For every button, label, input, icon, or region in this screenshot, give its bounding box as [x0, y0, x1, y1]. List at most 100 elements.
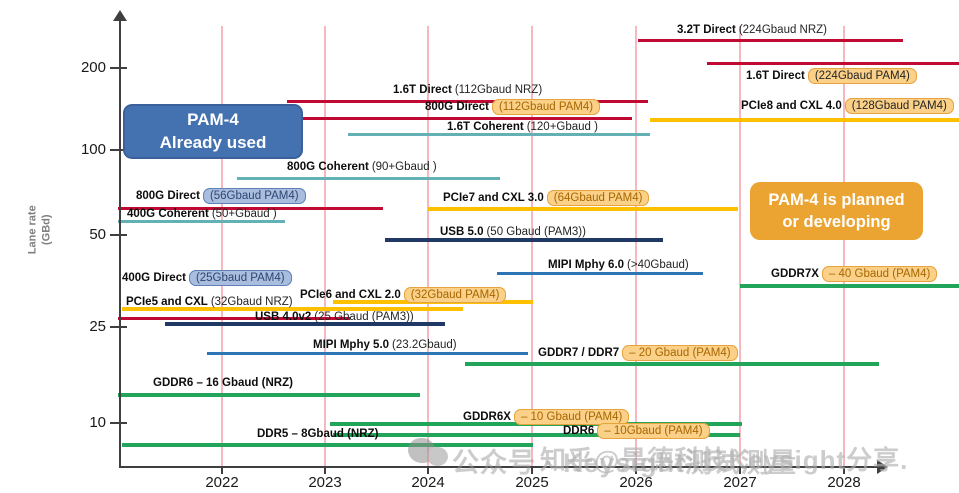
series-name: GDDR6 – 16 Gbaud (NRZ): [153, 377, 293, 389]
series-name: MIPI Mphy 5.0: [313, 339, 390, 351]
series-line: [118, 393, 420, 397]
x-axis-arrow-icon: [877, 460, 888, 474]
series-detail: (112Gbaud NRZ): [454, 84, 543, 96]
series-detail: (50+Gbaud ): [211, 208, 277, 220]
series-line: [287, 99, 648, 103]
series-label: DDR5 – 8Gbaud (NRZ): [257, 428, 378, 441]
y-tick-label: 100: [80, 141, 106, 158]
series-name: USB 5.0: [440, 226, 484, 238]
series-name: 800G Direct: [425, 101, 489, 113]
series-label: PCIe8 and CXL 4.0 (128Gbaud PAM4): [741, 98, 954, 114]
series-label: PCIe6 and CXL 2.0 (32Gbaud PAM4): [300, 287, 507, 303]
series-detail: (32Gbaud NRZ): [210, 296, 293, 308]
series-label: 1.6T Direct (224Gbaud PAM4): [746, 68, 917, 84]
series-label: 3.2T Direct (224Gbaud NRZ): [677, 24, 827, 37]
series-line: [165, 322, 445, 326]
y-tick-mark: [110, 326, 127, 328]
series-name: 1.6T Coherent: [447, 121, 524, 133]
y-tick-mark: [110, 67, 127, 69]
series-label: MIPI Mphy 6.0 (>40Gbaud): [548, 259, 689, 272]
x-tick-label: 2023: [308, 474, 342, 491]
series-detail: (23.2Gbaud): [392, 339, 457, 351]
series-line: [497, 271, 703, 275]
series-label: USB 4.0v2 (25 Gbaud (PAM3)): [255, 311, 414, 324]
series-line: [740, 284, 959, 288]
series-name: PCIe5 and CXL: [126, 296, 208, 308]
y-axis-arrow-icon: [113, 10, 127, 21]
series-detail: (>40Gbaud): [627, 259, 689, 271]
series-detail: (25 Gbaud (PAM3)): [314, 311, 414, 323]
series-detail: (224Gbaud PAM4): [807, 68, 917, 84]
y-axis-title-line1: Lane rate: [26, 205, 39, 255]
watermark-wechat: 公众号 · Keysight测试测量: [452, 448, 798, 478]
callout-pam4-planned: PAM-4 is planned or developing: [750, 182, 923, 240]
series-line: [118, 316, 350, 320]
series-name: 800G Direct: [136, 190, 200, 202]
callout-line: or developing: [782, 213, 891, 231]
series-name: MIPI Mphy 6.0: [548, 259, 625, 271]
series-label: 1.6T Direct (112Gbaud NRZ): [393, 84, 542, 97]
year-gridline: [427, 26, 429, 466]
series-label: 400G Coherent (50+Gbaud ): [127, 208, 277, 221]
wechat-bubble-small: [427, 447, 448, 466]
series-line: [300, 116, 632, 120]
series-label: 800G Direct (112Gbaud PAM4): [425, 99, 601, 115]
series-detail: (112Gbaud PAM4): [491, 99, 601, 115]
callout-line: PAM-4 is planned: [768, 190, 905, 209]
series-label: 800G Direct (56Gbaud PAM4): [136, 188, 306, 204]
series-line: [237, 176, 500, 180]
y-axis-line: [119, 20, 121, 467]
series-label: MIPI Mphy 5.0 (23.2Gbaud): [313, 339, 457, 352]
series-name: 400G Coherent: [127, 208, 209, 220]
series-label: GDDR6 – 16 Gbaud (NRZ): [153, 377, 293, 390]
series-name: DDR5 – 8Gbaud (NRZ): [257, 428, 379, 440]
year-gridline: [531, 26, 533, 466]
wechat-icon: [408, 438, 452, 470]
series-label: 800G Coherent (90+Gbaud ): [287, 161, 437, 174]
y-tick-label: 50: [89, 226, 106, 243]
series-detail: (120+Gbaud ): [526, 121, 598, 133]
series-name: 800G Coherent: [287, 161, 369, 173]
x-tick-mark: [635, 466, 637, 474]
series-name: PCIe7 and CXL 3.0: [443, 192, 544, 204]
y-tick-mark: [110, 149, 127, 151]
series-line: [465, 362, 879, 366]
series-name: 3.2T Direct: [677, 24, 736, 36]
series-label: 400G Direct (25Gbaud PAM4): [122, 270, 292, 286]
series-label: GDDR7 / DDR7– 20 Gbaud (PAM4): [538, 345, 738, 361]
x-tick-label: 2022: [205, 474, 239, 491]
year-gridline: [324, 26, 326, 466]
series-detail: (128Gbaud PAM4): [844, 98, 954, 114]
series-line: [638, 38, 903, 42]
x-tick-label: 2025: [515, 474, 549, 491]
series-label: USB 5.0 (50 Gbaud (PAM3)): [440, 226, 586, 239]
series-line: [348, 132, 650, 136]
year-gridline: [843, 26, 845, 466]
series-line: [650, 118, 959, 122]
series-detail: (90+Gbaud ): [371, 161, 437, 173]
series-detail: (50 Gbaud (PAM3)): [486, 226, 586, 238]
series-name: USB 4.0v2: [255, 311, 312, 323]
series-detail: (25Gbaud PAM4): [188, 270, 292, 286]
x-axis-line: [119, 466, 878, 468]
y-tick-label: 10: [89, 414, 106, 431]
x-tick-label: 2027: [723, 474, 757, 491]
series-name: PCIe6 and CXL 2.0: [300, 289, 401, 301]
series-line: [428, 207, 738, 211]
series-name: 400G Direct: [122, 272, 186, 284]
y-tick-label: 25: [89, 318, 106, 335]
series-detail: (64Gbaud PAM4): [546, 190, 650, 206]
series-line: [385, 238, 663, 242]
watermark-zhihu: 知乎@是德科技Keysight分享.: [540, 445, 909, 475]
x-tick-label: 2024: [411, 474, 445, 491]
y-tick-label: 200: [80, 59, 106, 76]
x-tick-mark: [324, 466, 326, 474]
series-detail: – 20 Gbaud (PAM4): [622, 345, 738, 361]
x-tick-mark: [739, 466, 741, 474]
y-axis-title-line2: (GBd): [40, 214, 52, 246]
series-name: GDDR7X: [771, 268, 819, 280]
callout-line: Already used: [159, 132, 267, 152]
series-detail: – 10Gbaud (PAM4): [597, 423, 710, 439]
series-name: 1.6T Direct: [393, 84, 452, 96]
